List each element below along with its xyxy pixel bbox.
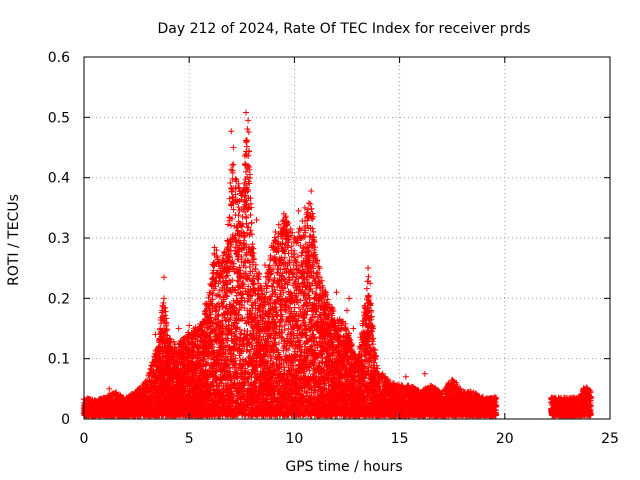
data-point [244, 125, 251, 132]
data-point [241, 259, 248, 266]
data-point [225, 221, 232, 228]
data-point [248, 219, 255, 226]
data-point [220, 252, 227, 259]
data-point [243, 138, 250, 145]
data-point [232, 175, 239, 182]
data-point [243, 214, 250, 221]
data-point [224, 272, 231, 279]
data-point [252, 261, 259, 268]
chart-title: Day 212 of 2024, Rate Of TEC Index for r… [158, 21, 531, 37]
data-point [235, 212, 242, 219]
data-point [229, 162, 236, 169]
data-point [245, 129, 252, 136]
data-points [80, 109, 594, 419]
data-point [226, 195, 233, 202]
data-point [238, 330, 245, 337]
data-point [162, 308, 169, 315]
